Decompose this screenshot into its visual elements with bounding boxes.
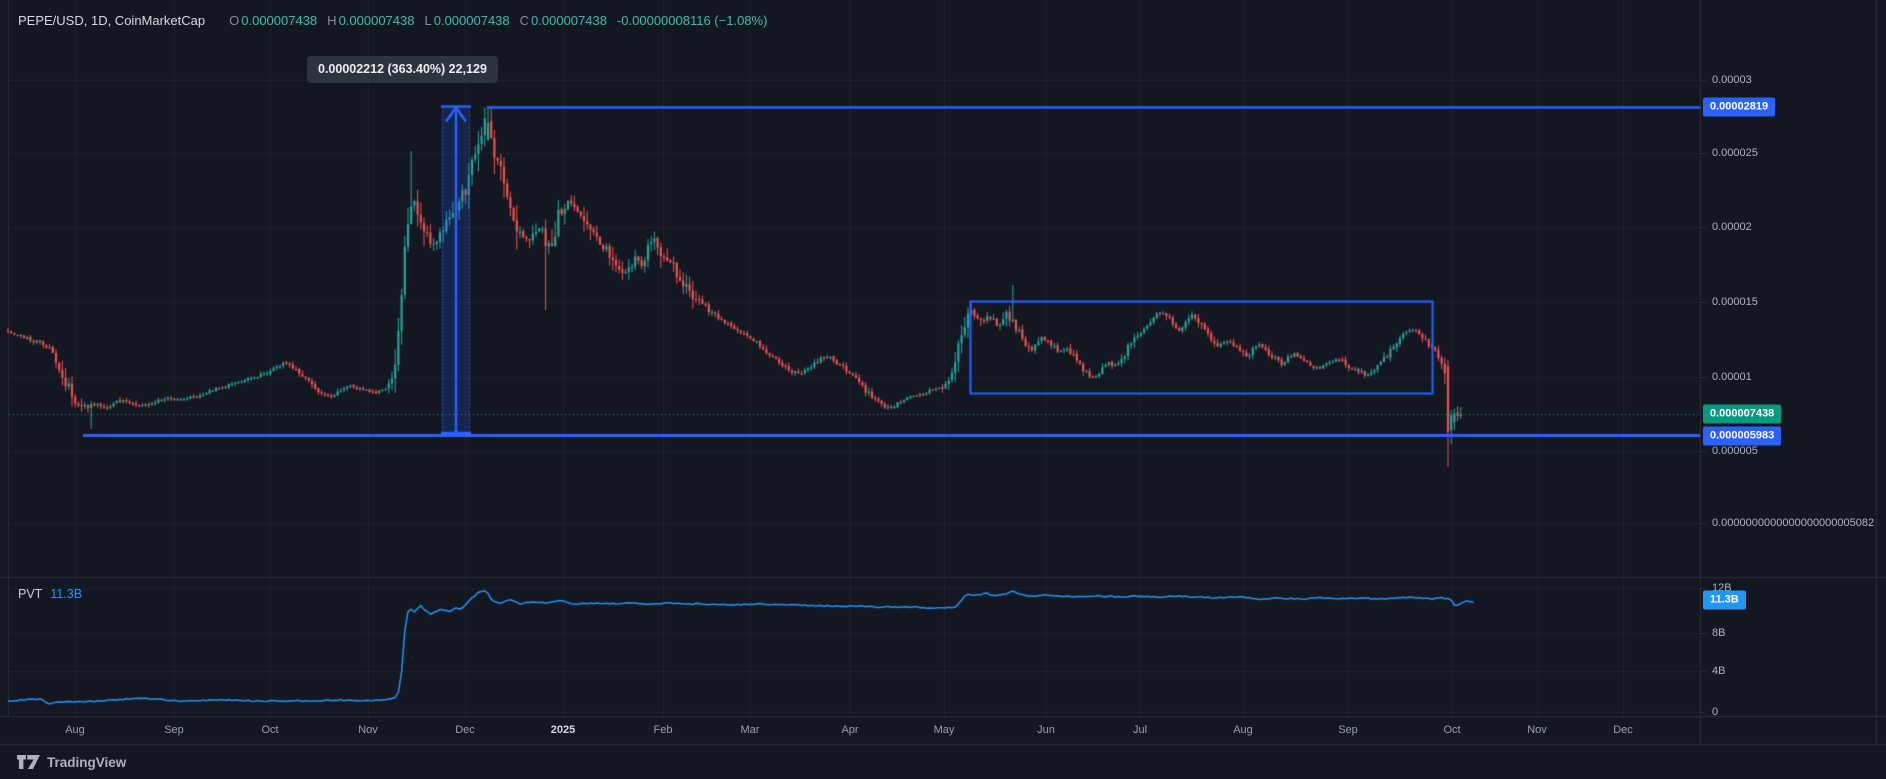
- tradingview-logo-icon: [17, 755, 40, 769]
- symbol-button[interactable]: PEPE/USD, 1D, CoinMarketCap: [18, 12, 206, 28]
- tradingview-logo[interactable]: TradingView: [17, 755, 126, 770]
- pvt-indicator-legend[interactable]: PVT 11.3B: [18, 587, 82, 601]
- time-tick-label: 2025: [550, 724, 576, 736]
- low-label: L: [424, 12, 432, 28]
- time-tick-label: Nov: [358, 724, 378, 736]
- tradingview-logo-text: TradingView: [47, 754, 127, 770]
- time-tick-label: Jul: [1132, 724, 1148, 736]
- time-tick-label: Dec: [455, 724, 475, 736]
- time-tick-label: Jun: [1037, 724, 1055, 736]
- last-price-badge: 0.000007438: [1703, 404, 1782, 423]
- time-tick-label: Feb: [653, 724, 673, 736]
- time-tick-label: Mar: [740, 724, 760, 736]
- change-value: -0.00000008116 (−1.08%): [616, 12, 768, 28]
- close-label: C: [519, 12, 530, 28]
- price-tick-label: 4B: [1712, 665, 1726, 677]
- price-tick-label: 0.00001: [1712, 371, 1752, 383]
- time-tick-label: Aug: [1233, 724, 1253, 736]
- price-tick-label: 0.000015: [1712, 296, 1758, 308]
- time-tick-label: Oct: [261, 724, 279, 736]
- open-label: O: [229, 12, 240, 28]
- price-tick-label: 0.000025: [1712, 147, 1758, 159]
- time-tick-label: Nov: [1527, 724, 1547, 736]
- time-scale[interactable]: Aug Sep Oct Nov Dec 2025 Feb Mar Apr May Jun Jul Aug…: [0, 717, 1700, 744]
- time-tick-label: Sep: [1338, 724, 1358, 736]
- support-price-badge: 0.000005983: [1703, 426, 1782, 446]
- time-tick-label: Oct: [1443, 724, 1461, 736]
- time-tick-label: May: [933, 724, 955, 736]
- measure-tool-label[interactable]: 0.00002212 (363.40%) 22,129: [307, 56, 498, 83]
- pvt-value-badge: 11.3B: [1703, 590, 1746, 610]
- price-tick-label: 0.0000000000000000000005082: [1712, 517, 1875, 529]
- pvt-value: 11.3B: [50, 587, 83, 601]
- open-value: 0.000007438: [241, 12, 318, 28]
- time-tick-label: Sep: [164, 724, 184, 736]
- time-tick-label: Aug: [65, 724, 85, 736]
- price-tick-label: 0.00003: [1712, 74, 1752, 86]
- resistance-price-badge: 0.00002819: [1703, 97, 1776, 117]
- price-tick-label: 0.00002: [1712, 221, 1752, 233]
- price-tick-label: 0.000005: [1712, 445, 1758, 457]
- time-tick-label: Apr: [841, 724, 859, 736]
- bottom-toolbar: TradingView: [0, 745, 1886, 779]
- low-value: 0.000007438: [433, 12, 510, 28]
- pvt-label: PVT: [18, 587, 43, 601]
- close-value: 0.000007438: [531, 12, 607, 28]
- price-tick-label: 0: [1712, 706, 1719, 718]
- time-tick-label: Dec: [1613, 724, 1633, 736]
- price-scale[interactable]: 0.00003 0.000025 0.00002 0.000015 0.00001 0.0…: [1701, 0, 1886, 718]
- high-label: H: [327, 12, 337, 28]
- price-tick-label: 8B: [1712, 627, 1726, 639]
- high-value: 0.000007438: [338, 12, 415, 28]
- chart-legend: PEPE/USD, 1D, CoinMarketCap O 0.000007438…: [18, 10, 767, 30]
